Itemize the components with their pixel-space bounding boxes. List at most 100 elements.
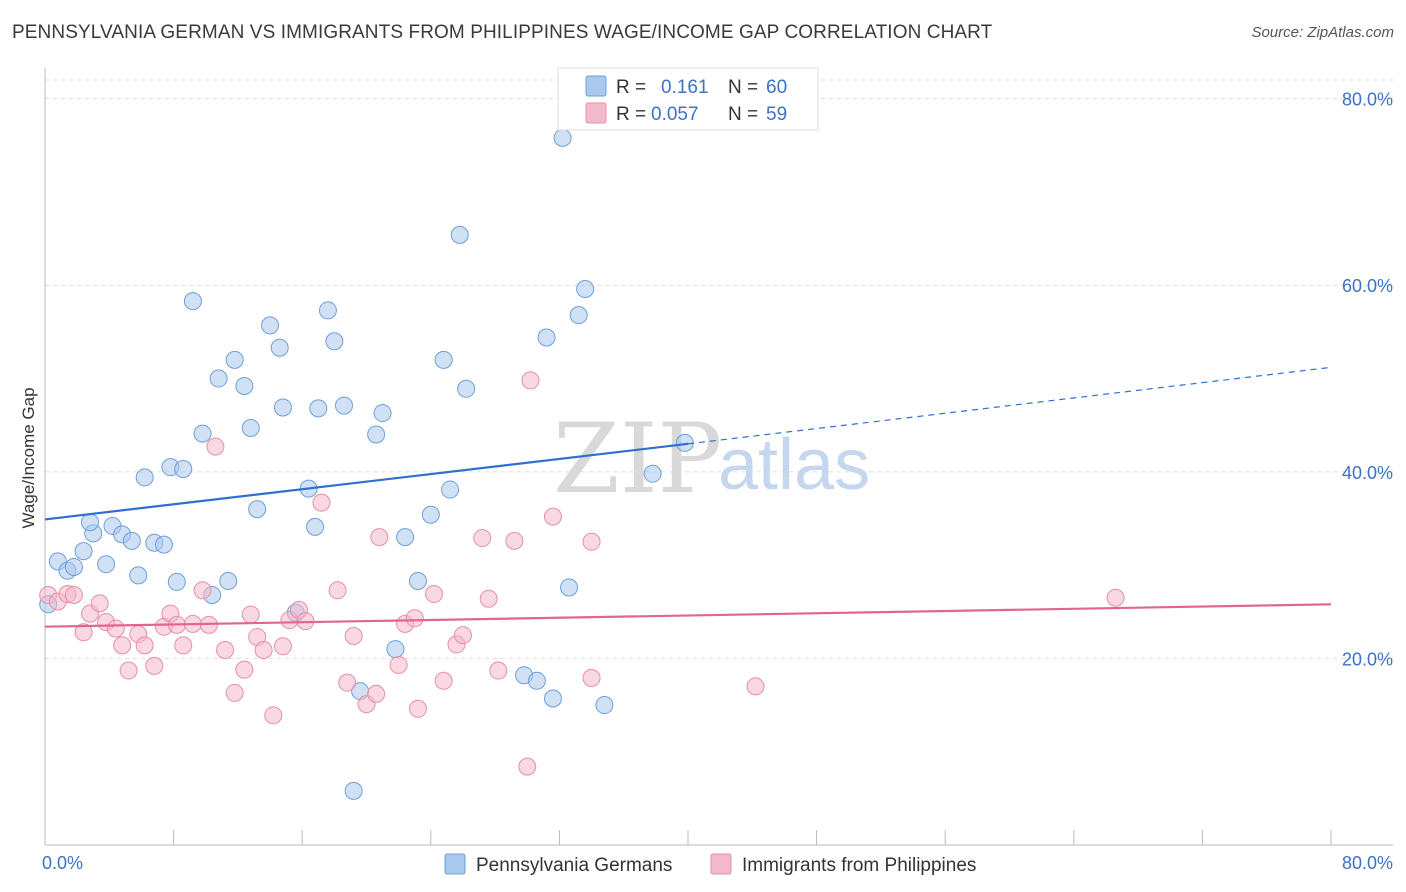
point-immigrants-philippines: [518, 757, 537, 776]
point-immigrants-philippines: [582, 532, 601, 551]
point-immigrants-philippines: [389, 655, 408, 674]
legend-swatch-blue: [585, 75, 607, 97]
y-tick-label: 60.0%: [1342, 276, 1393, 296]
axes: [44, 68, 1393, 846]
point-immigrants-philippines: [225, 683, 244, 702]
point-pennsylvania-germans: [97, 555, 116, 574]
point-immigrants-philippines: [746, 677, 765, 696]
point-immigrants-philippines: [235, 660, 254, 679]
point-pennsylvania-germans: [434, 350, 453, 369]
point-immigrants-philippines: [254, 641, 273, 660]
point-immigrants-philippines: [90, 594, 109, 613]
watermark-atlas: atlas: [718, 425, 870, 505]
point-pennsylvania-germans: [129, 566, 148, 585]
point-immigrants-philippines: [328, 581, 347, 600]
point-pennsylvania-germans: [193, 424, 212, 443]
tick-labels: 20.0% 40.0% 60.0% 80.0% 0.0% 80.0%: [42, 90, 1393, 873]
gridlines: [45, 79, 1393, 659]
legend-n-label: N =: [728, 104, 758, 125]
point-pennsylvania-germans: [219, 571, 238, 590]
legend-n-value: 60: [766, 77, 787, 98]
trend-lines: [44, 366, 1332, 628]
point-pennsylvania-germans: [373, 404, 392, 423]
legend-bottom-label-blue: Pennsylvania Germans: [476, 855, 672, 876]
point-immigrants-philippines: [338, 673, 357, 692]
watermark: ZIP atlas: [553, 403, 870, 515]
point-pennsylvania-germans: [576, 279, 595, 298]
point-pennsylvania-germans: [122, 531, 141, 550]
legend-bottom-swatch-pink: [710, 853, 732, 875]
legend-bottom: Pennsylvania Germans Immigrants from Phi…: [444, 853, 976, 876]
point-immigrants-philippines: [489, 661, 508, 680]
point-pennsylvania-germans: [396, 528, 415, 547]
point-immigrants-philippines: [113, 636, 132, 655]
point-immigrants-philippines: [216, 641, 235, 660]
point-pennsylvania-germans: [167, 572, 186, 591]
point-pennsylvania-germans: [450, 225, 469, 244]
legend-n-label: N =: [728, 77, 758, 98]
legend-top: R = 0.161 N = 60 R = 0.057 N = 59: [557, 67, 819, 131]
data-points: [39, 128, 1125, 800]
point-immigrants-philippines: [64, 585, 83, 604]
point-pennsylvania-germans: [241, 418, 260, 437]
point-pennsylvania-germans: [81, 513, 100, 532]
point-immigrants-philippines: [425, 585, 444, 604]
trend-line-immigrants-philippines: [44, 603, 1332, 628]
point-immigrants-philippines: [312, 493, 331, 512]
point-immigrants-philippines: [408, 699, 427, 718]
point-pennsylvania-germans: [306, 517, 325, 536]
point-pennsylvania-germans: [248, 500, 267, 519]
point-pennsylvania-germans: [135, 468, 154, 487]
y-axis-title: Wage/Income Gap: [19, 387, 38, 528]
point-pennsylvania-germans: [309, 399, 328, 418]
point-immigrants-philippines: [473, 529, 492, 548]
point-immigrants-philippines: [241, 605, 260, 624]
point-pennsylvania-germans: [225, 350, 244, 369]
point-pennsylvania-germans: [318, 301, 337, 320]
point-pennsylvania-germans: [553, 128, 572, 147]
point-pennsylvania-germans: [261, 316, 280, 335]
x-tick-label: 80.0%: [1342, 853, 1393, 873]
point-pennsylvania-germans: [74, 542, 93, 561]
point-pennsylvania-germans: [235, 377, 254, 395]
point-immigrants-philippines: [135, 636, 154, 655]
point-immigrants-philippines: [273, 637, 292, 656]
point-pennsylvania-germans: [64, 557, 83, 576]
trend-line-extension: [687, 366, 1332, 445]
point-pennsylvania-germans: [441, 480, 460, 499]
point-pennsylvania-germans: [408, 571, 427, 590]
point-immigrants-philippines: [145, 656, 164, 675]
point-pennsylvania-germans: [675, 433, 694, 452]
y-tick-label: 80.0%: [1342, 90, 1393, 110]
point-immigrants-philippines: [193, 581, 212, 600]
legend-r-value: 0.161: [661, 77, 709, 98]
point-pennsylvania-germans: [560, 578, 579, 597]
point-pennsylvania-germans: [386, 640, 405, 659]
point-pennsylvania-germans: [421, 505, 440, 524]
source-credit: Source: ZipAtlas.com: [1251, 24, 1394, 41]
point-pennsylvania-germans: [325, 332, 344, 351]
point-immigrants-philippines: [344, 627, 363, 646]
legend-r-value: 0.057: [651, 104, 699, 125]
point-immigrants-philippines: [174, 636, 193, 655]
point-pennsylvania-germans: [183, 292, 202, 311]
legend-n-value: 59: [766, 104, 787, 125]
legend-bottom-swatch-blue: [444, 853, 466, 875]
point-immigrants-philippines: [1106, 588, 1125, 607]
point-immigrants-philippines: [543, 507, 562, 526]
point-pennsylvania-germans: [537, 328, 556, 347]
legend-bottom-label-pink: Immigrants from Philippines: [742, 855, 976, 876]
point-immigrants-philippines: [106, 619, 125, 638]
point-immigrants-philippines: [521, 371, 540, 390]
point-immigrants-philippines: [453, 626, 472, 645]
point-immigrants-philippines: [405, 609, 424, 628]
point-pennsylvania-germans: [569, 306, 588, 325]
point-pennsylvania-germans: [595, 696, 614, 715]
point-pennsylvania-germans: [367, 425, 386, 444]
point-pennsylvania-germans: [334, 396, 353, 415]
point-pennsylvania-germans: [643, 464, 662, 483]
watermark-zip: ZIP: [553, 403, 722, 515]
point-pennsylvania-germans: [270, 338, 289, 357]
point-immigrants-philippines: [479, 589, 498, 608]
